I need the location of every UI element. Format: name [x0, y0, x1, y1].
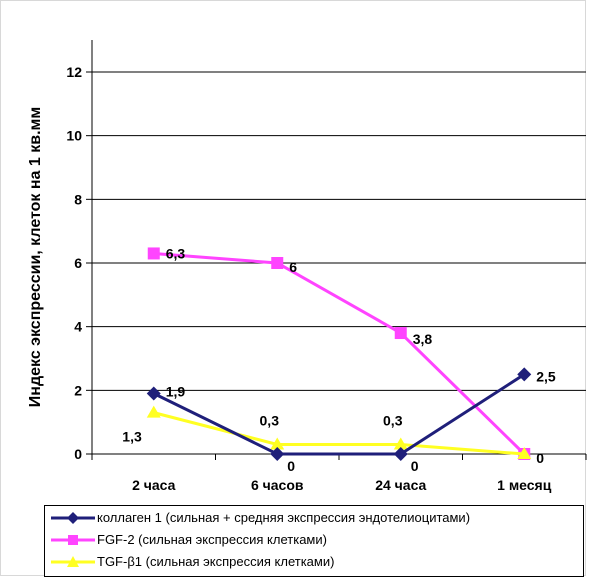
x-tick-label: 24 часа: [375, 477, 426, 493]
point-collagen: [146, 386, 161, 401]
x-tick-label: 1 месяц: [497, 477, 552, 493]
data-label-fgf2: 0: [536, 450, 544, 466]
legend-label-tgfb1: TGF-β1 (сильная экспрессия клетками): [97, 554, 335, 569]
legend-swatch-collagen: [51, 512, 95, 524]
point-tgfb1: [517, 447, 532, 459]
series-line-tgfb1: [153, 411, 525, 456]
legend-swatch-fgf2: [51, 535, 95, 545]
point-collagen: [517, 367, 532, 382]
point-fgf2: [271, 257, 284, 269]
legend-item-collagen: коллаген 1 (сильная + средняя экспрессия…: [45, 508, 583, 528]
series-line-fgf2: [153, 251, 526, 456]
x-tick-label: 6 часов: [251, 477, 304, 493]
legend-label-collagen: коллаген 1 (сильная + средняя экспрессия…: [97, 510, 471, 525]
point-collagen: [270, 447, 285, 461]
legend-label-fgf2: FGF-2 (сильная экспрессия клетками): [97, 532, 327, 547]
series-line-collagen: [153, 373, 526, 456]
data-label-fgf2: 3,8: [413, 331, 433, 347]
point-collagen: [393, 447, 408, 461]
line-chart: 0 2 4 6 8 10 12 2 часа 6 часов 24 часа 1 месяц Инде…: [27, 40, 587, 493]
data-label-fgf2: 6: [289, 259, 297, 275]
data-label-collagen: 2,5: [536, 368, 556, 384]
y-tick-label: 10: [66, 128, 82, 144]
point-tgfb1: [146, 405, 161, 418]
y-axis-title: Индекс экспрессии, клеток на 1 кв.мм: [27, 107, 44, 407]
point-fgf2: [147, 247, 160, 260]
y-tick-label: 8: [74, 191, 82, 207]
point-fgf2: [394, 327, 407, 340]
legend-item-tgfb1: TGF-β1 (сильная экспрессия клетками): [45, 552, 583, 572]
y-tick-label: 12: [66, 64, 82, 80]
data-label-tgfb1: 0,3: [383, 412, 403, 428]
point-tgfb1: [270, 437, 285, 450]
data-label-tgfb1: 1,3: [122, 429, 142, 445]
data-label-fgf2: 6,3: [166, 245, 186, 261]
data-label-collagen: 0: [411, 458, 419, 474]
point-tgfb1: [393, 437, 408, 450]
y-tick-label: 0: [74, 446, 82, 462]
y-tick-label: 6: [74, 255, 82, 271]
legend-item-fgf2: FGF-2 (сильная экспрессия клетками): [45, 530, 583, 550]
data-label-collagen: 0: [287, 458, 295, 474]
x-tick-label: 2 часа: [132, 477, 176, 493]
y-tick-label: 4: [74, 319, 82, 335]
legend-swatch-tgfb1: [51, 556, 95, 567]
legend: коллаген 1 (сильная + средняя экспрессия…: [44, 505, 584, 577]
y-tick-label: 2: [74, 382, 82, 398]
data-label-collagen: 1,9: [166, 384, 186, 400]
data-label-tgfb1: 0,3: [260, 412, 280, 428]
